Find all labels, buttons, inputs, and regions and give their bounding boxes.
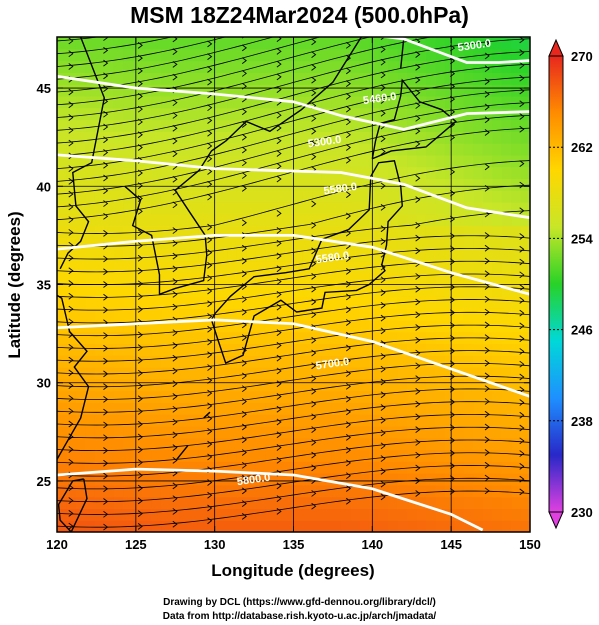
- x-tick-label: 145: [440, 537, 462, 552]
- contour-label-5: 5700.0: [315, 356, 350, 373]
- y-axis-ticks: 25 30 35 40 45: [37, 81, 530, 489]
- colorbar-tick-label: 254: [571, 231, 593, 246]
- y-tick-label: 35: [37, 278, 51, 293]
- contour-label-1: 5460.0: [362, 91, 397, 108]
- plot-title: MSM 18Z24Mar2024 (500.0hPa): [130, 2, 469, 28]
- plot-area: 5300.0 5460.0 5300.0 5580.0 5580.0 5700.0 5800…: [57, 37, 530, 532]
- height-contour-4: [57, 318, 530, 398]
- colorbar-ticks: 230 238 246 254 262 270: [549, 49, 593, 520]
- colorbar-bottom-triangle: [548, 511, 564, 530]
- credit-data: Data from http://database.rish.kyoto-u.a…: [162, 611, 437, 622]
- x-axis-title: Longitude (degrees): [211, 561, 374, 580]
- x-tick-label: 125: [125, 537, 147, 552]
- colorbar-tick-label: 270: [571, 49, 593, 64]
- contour-label-2: 5300.0: [307, 134, 342, 151]
- y-tick-label: 45: [37, 81, 51, 96]
- height-contour-2: [57, 153, 530, 220]
- height-contour-0: [376, 37, 530, 64]
- contour-labels: 5300.0 5460.0 5300.0 5580.0 5580.0 5700.0 5800…: [236, 38, 492, 489]
- y-axis-title: Latitude (degrees): [5, 211, 24, 358]
- contour-label-6: 5800.0: [236, 472, 271, 489]
- contour-label-4: 5580.0: [315, 250, 350, 267]
- height-contours: [57, 37, 530, 532]
- colorbar-tick-label: 238: [571, 414, 593, 429]
- x-axis-ticks: 120 125 130 135 140 145 150: [46, 37, 541, 552]
- y-tick-label: 25: [37, 474, 51, 489]
- colorbar-tick-label: 262: [571, 140, 593, 155]
- credit-drawing: Drawing by DCL (https://www.gfd-dennou.o…: [163, 597, 436, 608]
- y-tick-label: 30: [37, 376, 51, 391]
- y-tick-label: 40: [37, 179, 51, 194]
- x-tick-label: 135: [283, 537, 305, 552]
- colorbar-top-triangle: [548, 38, 564, 57]
- contour-label-0: 5300.0: [457, 38, 492, 55]
- colorbar: 230 238 246 254 262 270: [548, 38, 593, 530]
- grid-lines: [57, 37, 530, 532]
- height-contour-1: [57, 74, 530, 131]
- x-tick-label: 130: [204, 537, 226, 552]
- temperature-field: [57, 37, 530, 532]
- height-contour-5: [57, 467, 484, 532]
- height-contour-3: [57, 233, 530, 296]
- x-tick-label: 140: [361, 537, 383, 552]
- x-tick-label: 120: [46, 537, 68, 552]
- colorbar-gradient: [548, 55, 564, 513]
- x-tick-label: 150: [519, 537, 541, 552]
- wind-streamlines: [57, 37, 530, 531]
- colorbar-tick-label: 230: [571, 505, 593, 520]
- contour-label-3: 5580.0: [323, 181, 358, 198]
- colorbar-tick-label: 246: [571, 323, 593, 338]
